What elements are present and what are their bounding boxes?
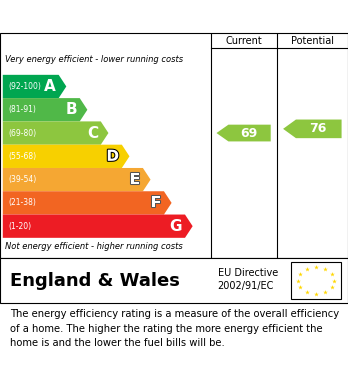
Text: Current: Current <box>225 36 262 45</box>
Text: (1-20): (1-20) <box>9 222 32 231</box>
Polygon shape <box>3 145 129 168</box>
Text: Potential: Potential <box>291 36 334 45</box>
Polygon shape <box>3 191 172 215</box>
Polygon shape <box>3 121 109 145</box>
Text: (81-91): (81-91) <box>9 105 37 114</box>
Text: G: G <box>170 219 182 234</box>
Text: D: D <box>106 149 119 164</box>
Text: Very energy efficient - lower running costs: Very energy efficient - lower running co… <box>5 55 183 64</box>
Text: Energy Efficiency Rating: Energy Efficiency Rating <box>10 11 232 26</box>
Text: (92-100): (92-100) <box>9 82 41 91</box>
Polygon shape <box>3 75 66 98</box>
Text: 76: 76 <box>309 122 327 135</box>
Polygon shape <box>3 168 151 191</box>
Polygon shape <box>283 120 342 138</box>
Text: EU Directive
2002/91/EC: EU Directive 2002/91/EC <box>218 268 278 291</box>
Polygon shape <box>3 98 87 121</box>
Polygon shape <box>216 125 271 142</box>
Text: (55-68): (55-68) <box>9 152 37 161</box>
Text: B: B <box>65 102 77 117</box>
Text: C: C <box>87 126 98 140</box>
Text: England & Wales: England & Wales <box>10 271 180 290</box>
Text: The energy efficiency rating is a measure of the overall efficiency of a home. T: The energy efficiency rating is a measur… <box>10 309 340 348</box>
Polygon shape <box>3 215 193 238</box>
Text: (21-38): (21-38) <box>9 198 37 207</box>
Text: 69: 69 <box>240 127 258 140</box>
Text: (69-80): (69-80) <box>9 129 37 138</box>
Text: Not energy efficient - higher running costs: Not energy efficient - higher running co… <box>5 242 183 251</box>
Text: (39-54): (39-54) <box>9 175 37 184</box>
Text: F: F <box>151 196 161 210</box>
Text: A: A <box>44 79 56 94</box>
Text: E: E <box>130 172 140 187</box>
